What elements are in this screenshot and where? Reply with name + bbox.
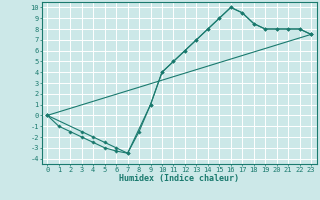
X-axis label: Humidex (Indice chaleur): Humidex (Indice chaleur) [119, 174, 239, 183]
